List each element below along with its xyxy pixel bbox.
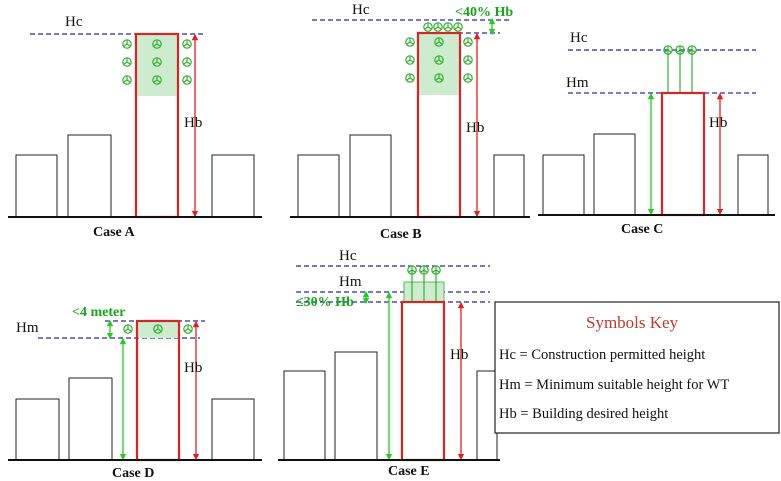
main-building <box>135 319 181 462</box>
neighbor-building <box>334 351 378 461</box>
case-b-panel: Hc <40% Hb Hb Case B <box>290 2 530 242</box>
neighbor-building <box>211 154 255 218</box>
symbols-key-hb: Hb = Building desired height <box>499 406 668 422</box>
turbine-masts <box>403 265 445 303</box>
turbine-icons-top <box>423 22 463 32</box>
main-building <box>400 300 446 462</box>
symbols-key-title: Symbols Key <box>586 313 679 332</box>
case-a-title: Case A <box>93 225 136 240</box>
hb-label: Hb <box>466 120 484 136</box>
hb-label: Hb <box>709 115 727 131</box>
neighbor-building <box>542 154 585 216</box>
hc-label: Hc <box>65 14 83 30</box>
hc-label: Hc <box>339 248 357 264</box>
case-a-panel: Hc Hb Case A <box>8 14 262 240</box>
neighbor-building <box>68 377 113 461</box>
neighbor-building <box>15 154 58 218</box>
case-d-panel: Hm <4 meter Hb Case D <box>8 305 262 481</box>
hm-label: Hm <box>339 274 362 290</box>
hc-label: Hc <box>352 2 370 18</box>
b-limit-label: <40% Hb <box>455 5 513 20</box>
case-e-panel: Hc Hm ≤30% Hb Hb Case E <box>278 248 500 479</box>
e-limit-label: ≤30% Hb <box>296 295 354 310</box>
hb-label: Hb <box>184 115 202 131</box>
neighbor-building <box>349 134 392 218</box>
hb-label: Hb <box>184 360 202 376</box>
symbols-key-hc: Hc = Construction permitted height <box>499 347 705 363</box>
neighbor-building <box>15 398 60 461</box>
neighbor-building <box>297 154 340 218</box>
hc-label: Hc <box>570 30 588 46</box>
symbols-key: Symbols Key Hc = Construction permitted … <box>494 301 780 434</box>
symbols-key-box <box>494 301 780 434</box>
case-d-title: Case D <box>112 466 154 481</box>
neighbor-building <box>67 134 112 218</box>
turbine-masts <box>663 45 697 93</box>
hm-label: Hm <box>566 75 589 91</box>
main-building <box>660 91 706 217</box>
case-c-title: Case C <box>621 222 663 237</box>
d-limit-label: <4 meter <box>72 305 125 320</box>
hb-label: Hb <box>450 347 468 363</box>
neighbor-building <box>737 154 769 216</box>
case-b-title: Case B <box>380 227 422 242</box>
case-e-title: Case E <box>388 464 430 479</box>
hm-label: Hm <box>16 320 39 336</box>
neighbor-building <box>593 133 636 216</box>
neighbor-building <box>493 154 525 218</box>
neighbor-building <box>476 370 498 461</box>
neighbor-building <box>211 398 255 461</box>
symbols-key-hm: Hm = Minimum suitable height for WT <box>499 377 729 393</box>
neighbor-building <box>283 370 326 461</box>
case-c-panel: Hc Hm Hb Case C <box>538 30 775 237</box>
